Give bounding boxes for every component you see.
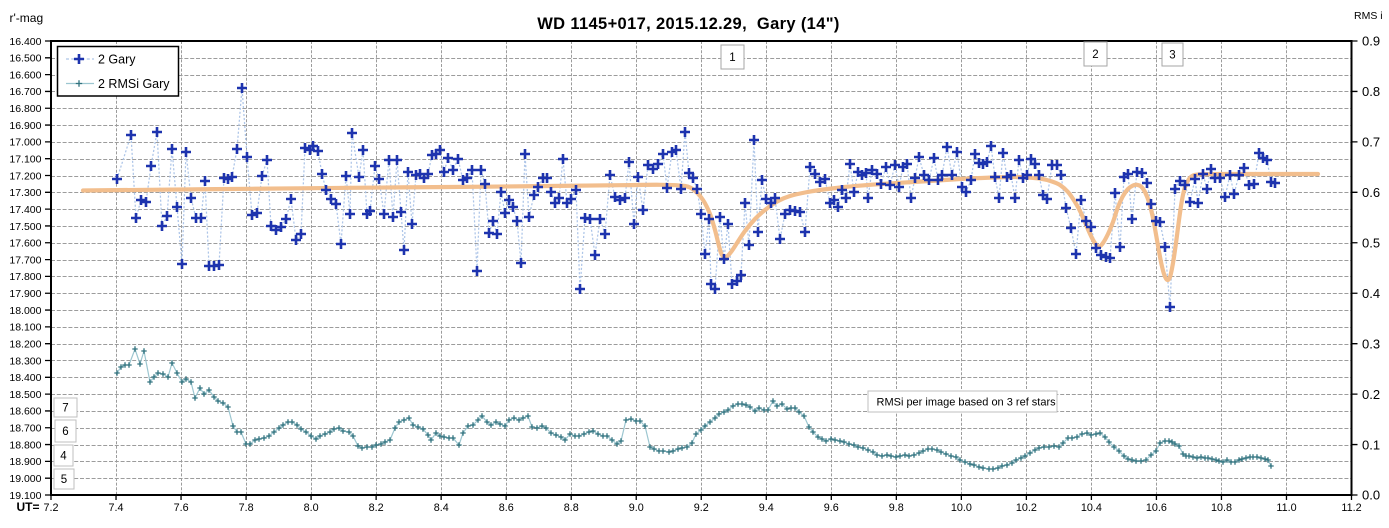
svg-text:8.2: 8.2 — [369, 502, 384, 514]
svg-text:10.2: 10.2 — [1016, 502, 1037, 514]
svg-text:0.7: 0.7 — [1362, 135, 1380, 150]
svg-text:UT=: UT= — [16, 500, 39, 514]
svg-text:10.8: 10.8 — [1211, 502, 1232, 514]
svg-text:0.8: 0.8 — [1362, 84, 1380, 99]
svg-text:17.400: 17.400 — [9, 204, 41, 216]
svg-text:7.6: 7.6 — [174, 502, 189, 514]
svg-text:4: 4 — [60, 451, 67, 463]
svg-text:1: 1 — [729, 52, 735, 64]
svg-text:2: 2 — [1092, 49, 1098, 61]
svg-text:9.0: 9.0 — [629, 502, 644, 514]
svg-text:RMSi per image based on 3 ref: RMSi per image based on 3 ref stars — [877, 397, 1057, 409]
svg-text:17.800: 17.800 — [9, 271, 41, 283]
svg-text:18.000: 18.000 — [9, 305, 41, 317]
svg-text:17.900: 17.900 — [9, 288, 41, 300]
svg-text:5: 5 — [61, 474, 67, 486]
svg-text:18.400: 18.400 — [9, 372, 41, 384]
svg-text:8.0: 8.0 — [304, 502, 319, 514]
svg-text:18.500: 18.500 — [9, 389, 41, 401]
svg-text:17.200: 17.200 — [9, 170, 41, 182]
svg-text:0.2: 0.2 — [1362, 387, 1380, 402]
svg-text:16.800: 16.800 — [9, 103, 41, 115]
svg-text:18.300: 18.300 — [9, 355, 41, 367]
svg-text:10.0: 10.0 — [951, 502, 972, 514]
svg-text:19.000: 19.000 — [9, 473, 41, 485]
svg-text:8.4: 8.4 — [434, 502, 449, 514]
svg-text:r'-mag: r'-mag — [10, 11, 44, 25]
svg-text:18.800: 18.800 — [9, 439, 41, 451]
svg-text:10.6: 10.6 — [1146, 502, 1167, 514]
svg-text:16.700: 16.700 — [9, 86, 41, 98]
svg-text:7: 7 — [62, 403, 68, 415]
svg-text:2 RMSi Gary: 2 RMSi Gary — [98, 77, 170, 91]
svg-text:WD 1145+017, 2015.12.29, Gary: WD 1145+017, 2015.12.29, Gary (14") — [537, 15, 840, 33]
svg-text:18.600: 18.600 — [9, 406, 41, 418]
svg-text:8.6: 8.6 — [499, 502, 514, 514]
svg-text:9.2: 9.2 — [694, 502, 709, 514]
svg-text:9.6: 9.6 — [824, 502, 839, 514]
svg-text:RMS i: RMS i — [1354, 10, 1383, 22]
svg-text:17.000: 17.000 — [9, 137, 41, 149]
svg-text:11.0: 11.0 — [1276, 502, 1296, 514]
svg-text:18.700: 18.700 — [9, 423, 41, 435]
svg-text:0.1: 0.1 — [1362, 437, 1380, 452]
svg-text:17.300: 17.300 — [9, 187, 41, 199]
svg-text:16.400: 16.400 — [9, 36, 41, 48]
svg-text:7.4: 7.4 — [108, 502, 123, 514]
svg-text:17.100: 17.100 — [9, 154, 41, 166]
svg-text:16.600: 16.600 — [9, 69, 41, 81]
svg-text:0.6: 0.6 — [1362, 185, 1380, 200]
svg-text:17.500: 17.500 — [9, 221, 41, 233]
svg-text:18.200: 18.200 — [9, 339, 41, 351]
svg-text:3: 3 — [1169, 50, 1175, 62]
svg-text:8.8: 8.8 — [564, 502, 579, 514]
svg-text:0.5: 0.5 — [1362, 236, 1380, 251]
svg-text:9.4: 9.4 — [759, 502, 774, 514]
svg-text:16.900: 16.900 — [9, 120, 41, 132]
svg-text:11.2: 11.2 — [1341, 502, 1361, 514]
svg-text:17.600: 17.600 — [9, 238, 41, 250]
svg-text:0.9: 0.9 — [1362, 34, 1380, 49]
svg-text:10.4: 10.4 — [1081, 502, 1102, 514]
svg-text:19.100: 19.100 — [9, 490, 41, 502]
svg-text:2 Gary: 2 Gary — [98, 53, 136, 67]
svg-text:18.100: 18.100 — [9, 322, 41, 334]
svg-text:0.4: 0.4 — [1362, 286, 1380, 301]
svg-text:0.0: 0.0 — [1362, 488, 1380, 503]
svg-text:7.2: 7.2 — [43, 502, 58, 514]
svg-text:6: 6 — [62, 426, 68, 438]
svg-text:0.3: 0.3 — [1362, 336, 1380, 351]
svg-text:9.8: 9.8 — [889, 502, 904, 514]
svg-text:17.700: 17.700 — [9, 254, 41, 266]
svg-text:16.500: 16.500 — [9, 53, 41, 65]
svg-text:18.900: 18.900 — [9, 456, 41, 468]
svg-text:7.8: 7.8 — [239, 502, 254, 514]
